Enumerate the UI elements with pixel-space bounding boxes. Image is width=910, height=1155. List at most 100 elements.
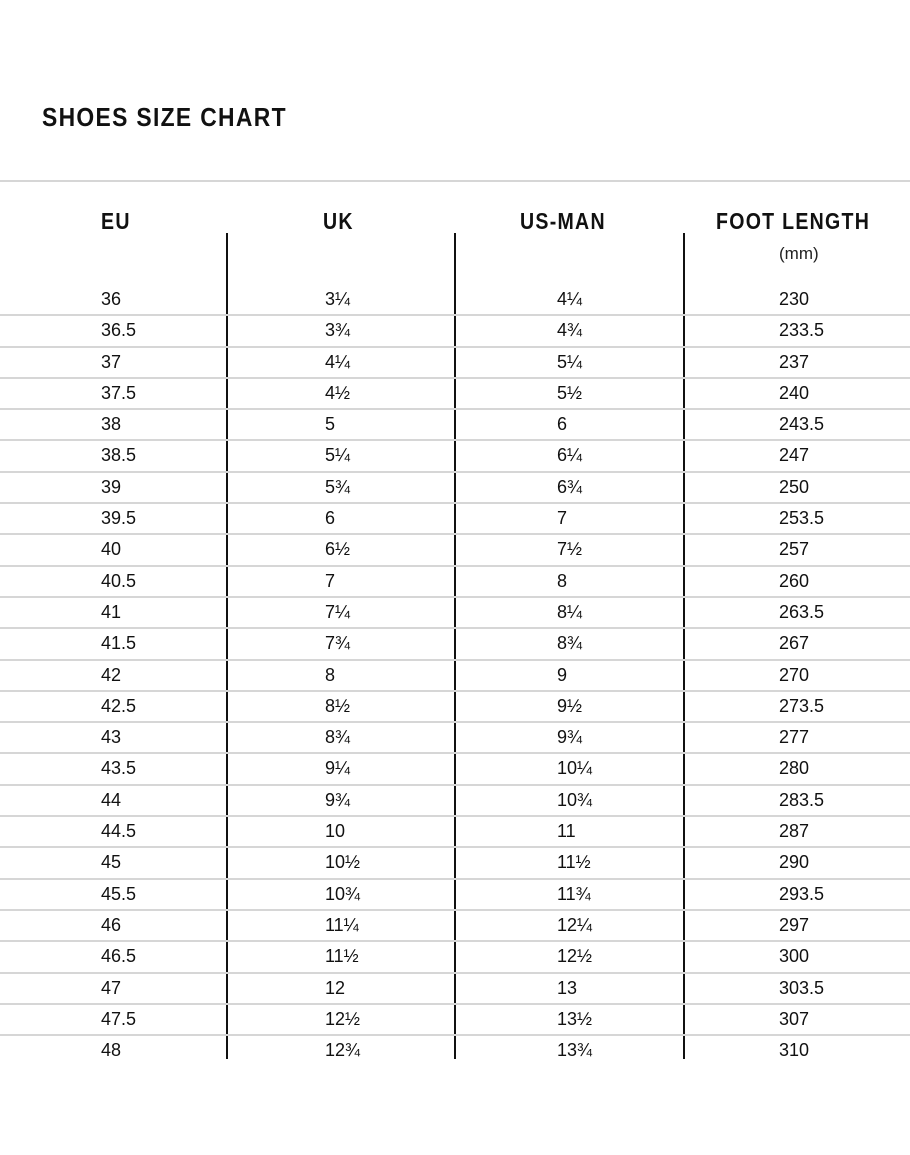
table-row: 37 4¼ 5¼ 237 [0, 348, 910, 379]
us-man-size-cell: 13¾ [557, 1040, 593, 1061]
table-row: 42.5 8½ 9½ 273.5 [0, 692, 910, 724]
us-man-size-cell: 12¼ [557, 914, 593, 935]
uk-size-cell: 11¼ [325, 914, 359, 935]
table-row: 44 9¾ 10¾ 283.5 [0, 786, 910, 818]
eu-size-cell: 37 [101, 351, 122, 372]
uk-size-cell: 4½ [325, 382, 351, 403]
eu-size-cell: 36.5 [101, 320, 137, 341]
us-man-size-cell: 9¾ [557, 727, 583, 748]
table-row: 44.5 10 11 287 [0, 817, 910, 849]
us-man-size-cell: 7½ [557, 539, 583, 560]
uk-size-cell: 10 [325, 821, 346, 842]
eu-size-cell: 43 [101, 727, 122, 748]
table-row: 47 12 13 303.5 [0, 974, 910, 1005]
foot-length-cell: 233.5 [779, 320, 825, 341]
eu-size-cell: 46 [101, 914, 122, 935]
foot-length-cell: 303.5 [779, 977, 825, 998]
us-man-size-cell: 8¼ [557, 601, 583, 622]
uk-size-cell: 9¾ [325, 789, 351, 810]
us-man-size-cell: 7 [557, 508, 568, 529]
uk-size-cell: 12¾ [325, 1040, 361, 1061]
foot-length-cell: 287 [779, 821, 810, 842]
uk-size-cell: 6 [325, 508, 336, 529]
eu-size-cell: 36 [101, 289, 122, 309]
foot-length-cell: 280 [779, 758, 810, 779]
header-uk: UK [323, 208, 354, 234]
uk-size-cell: 9¼ [325, 758, 351, 779]
table-row: 41 7¼ 8¼ 263.5 [0, 598, 910, 630]
table-row: 36.5 3¾ 4¾ 233.5 [0, 316, 910, 348]
table-row: 36 3¼ 4¼ 230 [0, 285, 910, 317]
table-row: 37.5 4½ 5½ 240 [0, 379, 910, 411]
eu-size-cell: 47 [101, 977, 122, 998]
uk-size-cell: 8½ [325, 695, 351, 716]
us-man-size-cell: 6¼ [557, 445, 583, 466]
uk-size-cell: 5 [325, 414, 336, 435]
foot-length-cell: 307 [779, 1008, 810, 1029]
us-man-size-cell: 8¾ [557, 633, 583, 654]
page-title: SHOES SIZE CHART [42, 102, 287, 132]
foot-length-cell: 300 [779, 946, 810, 967]
foot-length-cell: 250 [779, 476, 810, 497]
table-row: 43.5 9¼ 10¼ 280 [0, 754, 910, 786]
eu-size-cell: 45 [101, 852, 122, 873]
us-man-size-cell: 10¼ [557, 758, 593, 779]
table-row: 39 5¾ 6¾ 250 [0, 473, 910, 505]
eu-size-cell: 40.5 [101, 570, 137, 591]
foot-length-cell: 310 [779, 1040, 810, 1061]
foot-length-cell: 230 [779, 289, 810, 309]
us-man-size-cell: 11½ [557, 852, 591, 873]
foot-length-cell: 243.5 [779, 414, 825, 435]
table-row: 39.5 6 7 253.5 [0, 504, 910, 536]
uk-size-cell: 6½ [325, 539, 351, 560]
eu-size-cell: 48 [101, 1040, 122, 1061]
table-row: 38 5 6 243.5 [0, 410, 910, 442]
eu-size-cell: 46.5 [101, 946, 137, 967]
uk-size-cell: 10½ [325, 852, 361, 873]
us-man-size-cell: 6¾ [557, 476, 583, 497]
table-row: 38.5 5¼ 6¼ 247 [0, 441, 910, 473]
uk-size-cell: 7¾ [325, 633, 351, 654]
foot-length-cell: 263.5 [779, 601, 825, 622]
foot-length-cell: 277 [779, 727, 810, 748]
uk-size-cell: 4¼ [325, 351, 351, 372]
foot-length-cell: 283.5 [779, 789, 825, 810]
eu-size-cell: 37.5 [101, 382, 137, 403]
eu-size-cell: 44 [101, 789, 122, 810]
uk-size-cell: 3¼ [325, 289, 351, 309]
header-foot-length: FOOT LENGTH [716, 208, 871, 234]
table-row: 45.5 10¾ 11¾ 293.5 [0, 880, 910, 911]
uk-size-cell: 8 [325, 664, 336, 685]
divider [0, 180, 910, 182]
us-man-size-cell: 6 [557, 414, 568, 435]
foot-length-cell: 297 [779, 914, 810, 935]
us-man-size-cell: 11 [557, 821, 576, 842]
eu-size-cell: 38 [101, 414, 122, 435]
table-row: 46 11¼ 12¼ 297 [0, 911, 910, 943]
table-row: 41.5 7¾ 8¾ 267 [0, 629, 910, 661]
foot-length-cell: 290 [779, 852, 810, 873]
table-row: 42 8 9 270 [0, 661, 910, 692]
table-row: 45 10½ 11½ 290 [0, 848, 910, 880]
header-us-man: US-MAN [520, 208, 606, 234]
eu-size-cell: 39.5 [101, 508, 137, 529]
us-man-size-cell: 4¼ [557, 289, 583, 309]
column-divider [454, 233, 456, 1059]
foot-length-cell: 237 [779, 351, 810, 372]
uk-size-cell: 8¾ [325, 727, 351, 748]
eu-size-cell: 42 [101, 664, 122, 685]
table-row: 40 6½ 7½ 257 [0, 535, 910, 567]
us-man-size-cell: 11¾ [557, 883, 591, 904]
eu-size-cell: 43.5 [101, 758, 137, 779]
eu-size-cell: 38.5 [101, 445, 137, 466]
header-foot-length-unit: (mm) [779, 244, 819, 263]
us-man-size-cell: 13 [557, 977, 578, 998]
uk-size-cell: 5¼ [325, 445, 351, 466]
uk-size-cell: 7 [325, 570, 336, 591]
table-row: 48 12¾ 13¾ 310 [0, 1036, 910, 1065]
uk-size-cell: 12 [325, 977, 346, 998]
table-row: 43 8¾ 9¾ 277 [0, 723, 910, 755]
table-row: 40.5 7 8 260 [0, 567, 910, 598]
eu-size-cell: 47.5 [101, 1008, 137, 1029]
size-table: 36 3¼ 4¼ 230 36.5 3¾ 4¾ 233.5 37 4¼ 5¼ 237 37.5 4½ 5½ 2… [0, 285, 910, 1065]
